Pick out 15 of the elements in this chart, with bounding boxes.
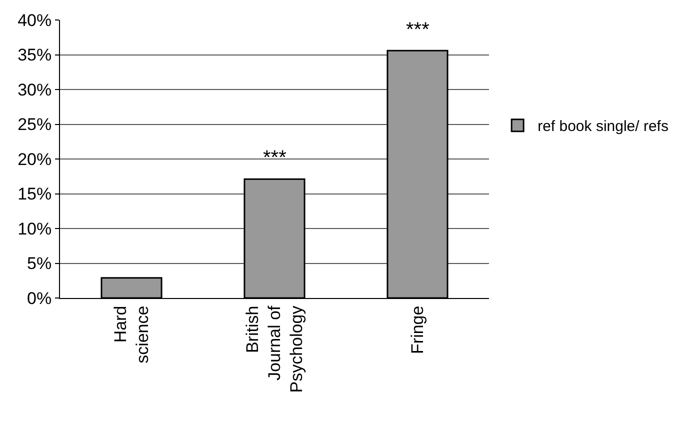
y-tick-label: 0% [27,288,52,308]
x-tick-label: British Journal of Psychology [242,305,306,393]
y-tick-label: 25% [18,115,52,134]
x-tick-label: Fringe [408,306,428,354]
annotation: *** [406,19,430,41]
y-tick-label: 5% [27,254,52,274]
y-tick-label: 35% [18,46,52,65]
legend-label: ref book single/ refs [538,118,668,136]
annotation: *** [263,147,287,169]
y-tick-label: 20% [18,150,52,169]
y-tick-label: 40% [18,10,52,30]
y-tick-label: 10% [18,219,52,238]
y-tick-label: 30% [18,80,52,100]
x-tick-label: Hard science [110,306,152,364]
y-tick-label: 15% [18,184,52,204]
